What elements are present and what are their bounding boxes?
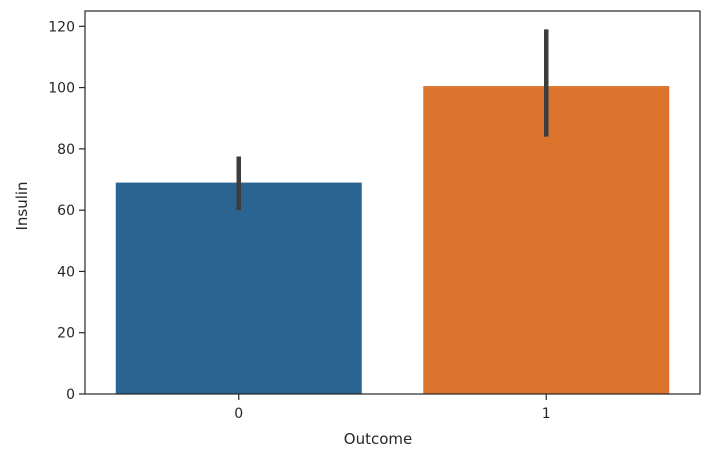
y-axis-label: Insulin: [13, 181, 31, 230]
plot-frame: [84, 10, 701, 395]
x-axis-label: Outcome: [344, 430, 412, 448]
y-tick-label-120: 120: [48, 19, 75, 35]
bar-1: [423, 86, 670, 395]
x-tick-label-0: 0: [234, 406, 243, 422]
y-tick-label-80: 80: [57, 142, 75, 158]
x-tick-label-1: 1: [542, 406, 551, 422]
y-tick-label-20: 20: [57, 326, 75, 342]
y-tick-label-60: 60: [57, 203, 75, 219]
y-tick-label-40: 40: [57, 264, 75, 280]
y-tick-label-0: 0: [66, 387, 75, 403]
y-tick-label-100: 100: [48, 81, 75, 97]
bar-0: [115, 182, 362, 394]
